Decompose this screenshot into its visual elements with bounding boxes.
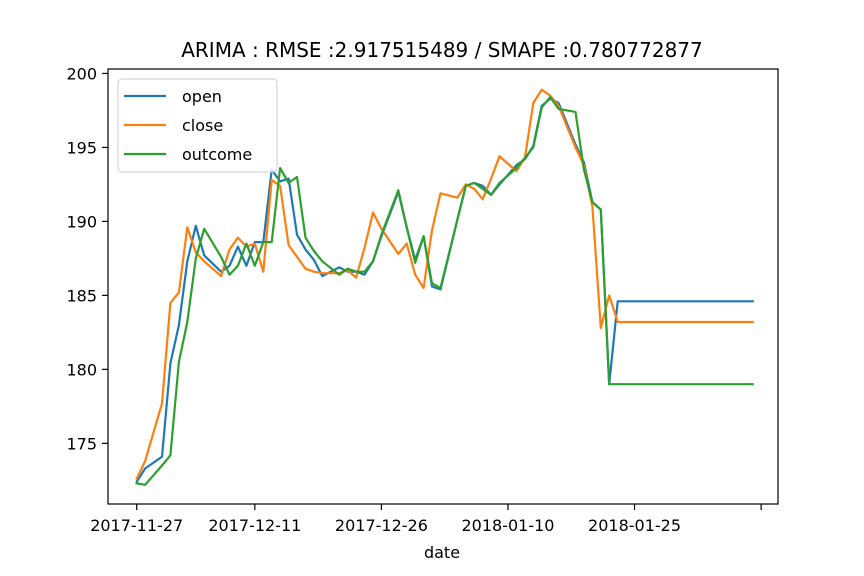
y-tick-label: 195 <box>66 138 97 157</box>
series-line-close <box>135 88 754 481</box>
y-tick-label: 185 <box>66 286 97 305</box>
x-tick-label: 2017-12-26 <box>335 516 428 535</box>
y-tick-label: 190 <box>66 212 97 231</box>
x-tick-label: 2017-12-11 <box>208 516 301 535</box>
chart-title: ARIMA : RMSE :2.917515489 / SMAPE :0.780… <box>181 38 703 62</box>
x-axis: 2017-11-27 2017-12-11 2017-12-26 2018-01-10… <box>90 504 762 535</box>
legend-box <box>117 78 278 173</box>
y-tick-label: 180 <box>66 360 97 379</box>
legend-label-close: close <box>182 116 223 135</box>
legend-label-outcome: outcome <box>182 145 252 164</box>
axes-frame <box>107 68 779 505</box>
y-tick-label: 200 <box>66 64 97 83</box>
x-tick-label: 2018-01-25 <box>588 516 681 535</box>
legend: open close outcome <box>117 78 278 173</box>
plot-area <box>135 88 754 486</box>
y-tick-label: 175 <box>66 434 97 453</box>
x-axis-label: date <box>424 543 460 562</box>
y-axis: 175 180 185 190 195 200 <box>66 64 108 453</box>
series-line-outcome <box>135 95 754 486</box>
x-tick-label: 2017-11-27 <box>90 516 183 535</box>
legend-label-open: open <box>182 87 222 106</box>
x-tick-label: 2018-01-10 <box>461 516 554 535</box>
